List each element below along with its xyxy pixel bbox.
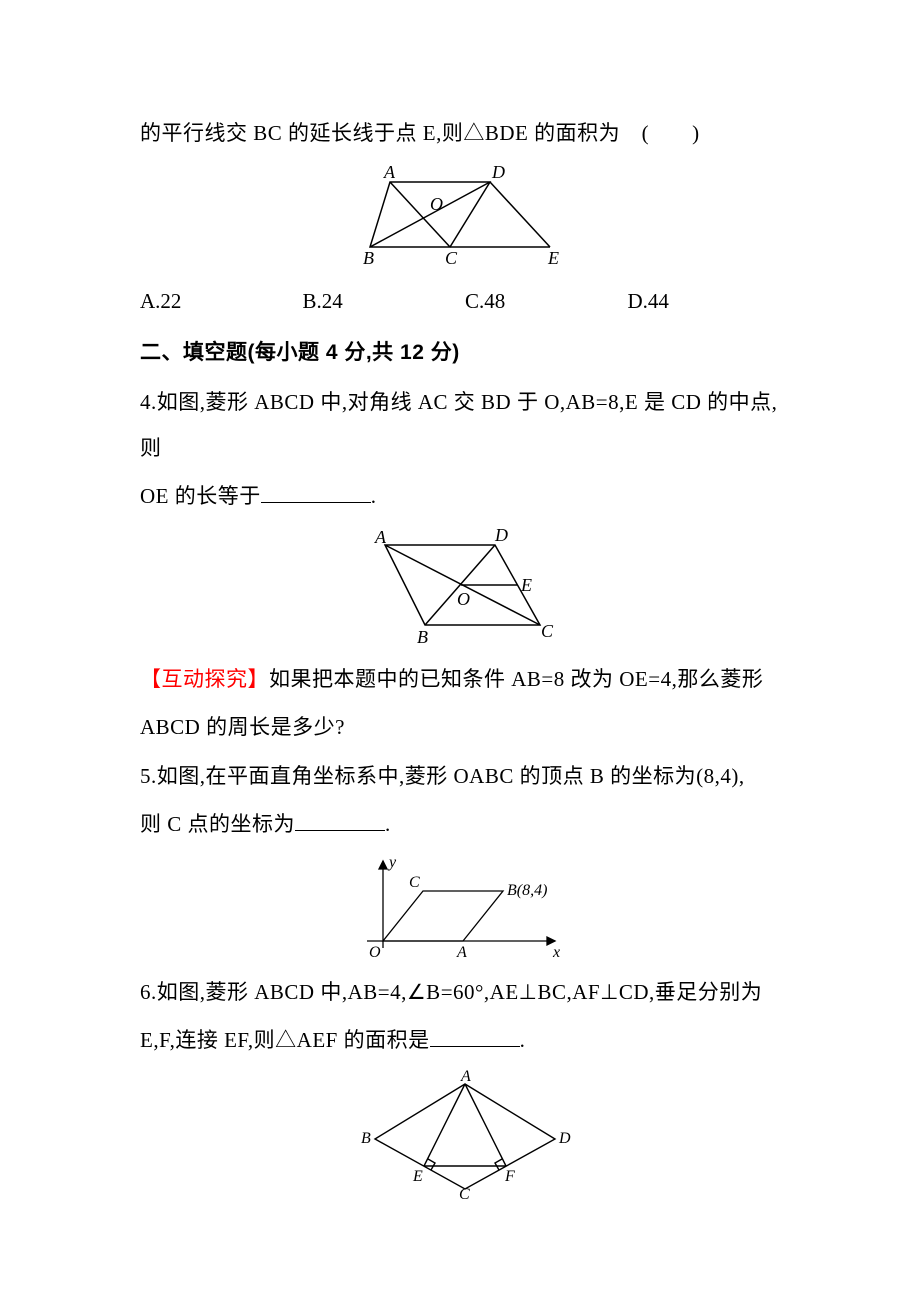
label-F: F [504,1168,515,1185]
label-C: C [459,1186,470,1199]
label-E: E [547,248,559,268]
q5-blank [295,809,385,831]
q5-stem2: 则 C 点的坐标为. [140,801,790,847]
q3-optD: D.44 [628,278,791,324]
q4-explore-tag: 【互动探究】 [140,667,269,691]
q3-options: A.22 B.24 C.48 D.44 [140,278,790,324]
label-B: B [363,248,374,268]
label-D: D [491,162,505,182]
label-A: A [460,1069,471,1085]
q4-blank [261,481,371,503]
label-C: C [541,621,554,641]
label-O: O [369,944,381,961]
q5-figure: O A B(8,4) C x y [355,853,575,963]
page: 的平行线交 BC 的延长线于点 E,则△BDE 的面积为 ( ) A D B C… [0,0,920,1302]
q3-optA: A.22 [140,278,303,324]
label-C: C [409,874,420,891]
label-D: D [494,525,508,545]
section2-title: 二、填空题(每小题 4 分,共 12 分) [140,330,790,376]
label-B: B [417,627,428,647]
q4-figure: A D B C E O [365,525,565,650]
label-O: O [457,589,470,609]
label-E: E [412,1168,423,1185]
q5-stem2-post: . [385,812,391,836]
label-D: D [558,1130,571,1147]
label-A: A [374,527,387,547]
q5-stem2-pre: 则 C 点的坐标为 [140,812,295,836]
q4-explore1: 【互动探究】如果把本题中的已知条件 AB=8 改为 OE=4,那么菱形 [140,656,790,702]
q4-explore2: ABCD 的周长是多少? [140,704,790,750]
q4-explore-text1: 如果把本题中的已知条件 AB=8 改为 OE=4,那么菱形 [269,667,763,691]
q6-stem1: 6.如图,菱形 ABCD 中,AB=4,∠B=60°,AE⊥BC,AF⊥CD,垂… [140,969,790,1015]
label-A: A [383,162,396,182]
q3-optB: B.24 [303,278,466,324]
q4-stem2: OE 的长等于. [140,473,790,519]
q3-optC: C.48 [465,278,628,324]
q6-figure: A B C D E F [355,1069,575,1199]
label-B: B(8,4) [507,882,547,899]
q4-stem2-post: . [371,484,377,508]
q4-stem1: 4.如图,菱形 ABCD 中,对角线 AC 交 BD 于 O,AB=8,E 是 … [140,379,790,471]
q6-stem2-pre: E,F,连接 EF,则△AEF 的面积是 [140,1028,430,1052]
q3-figure: A D B C E O [360,162,570,272]
label-A: A [456,944,467,961]
q6-stem2: E,F,连接 EF,则△AEF 的面积是. [140,1017,790,1063]
label-O: O [430,194,443,214]
q6-blank [430,1025,520,1047]
q5-stem1: 5.如图,在平面直角坐标系中,菱形 OABC 的顶点 B 的坐标为(8,4), [140,753,790,799]
q3-stem-cont: 的平行线交 BC 的延长线于点 E,则△BDE 的面积为 ( ) [140,110,790,156]
label-B: B [361,1130,371,1147]
label-y: y [387,854,397,871]
label-x: x [552,944,560,961]
label-E: E [520,575,532,595]
q6-stem2-post: . [520,1028,526,1052]
q4-stem2-pre: OE 的长等于 [140,484,261,508]
label-C: C [445,248,458,268]
